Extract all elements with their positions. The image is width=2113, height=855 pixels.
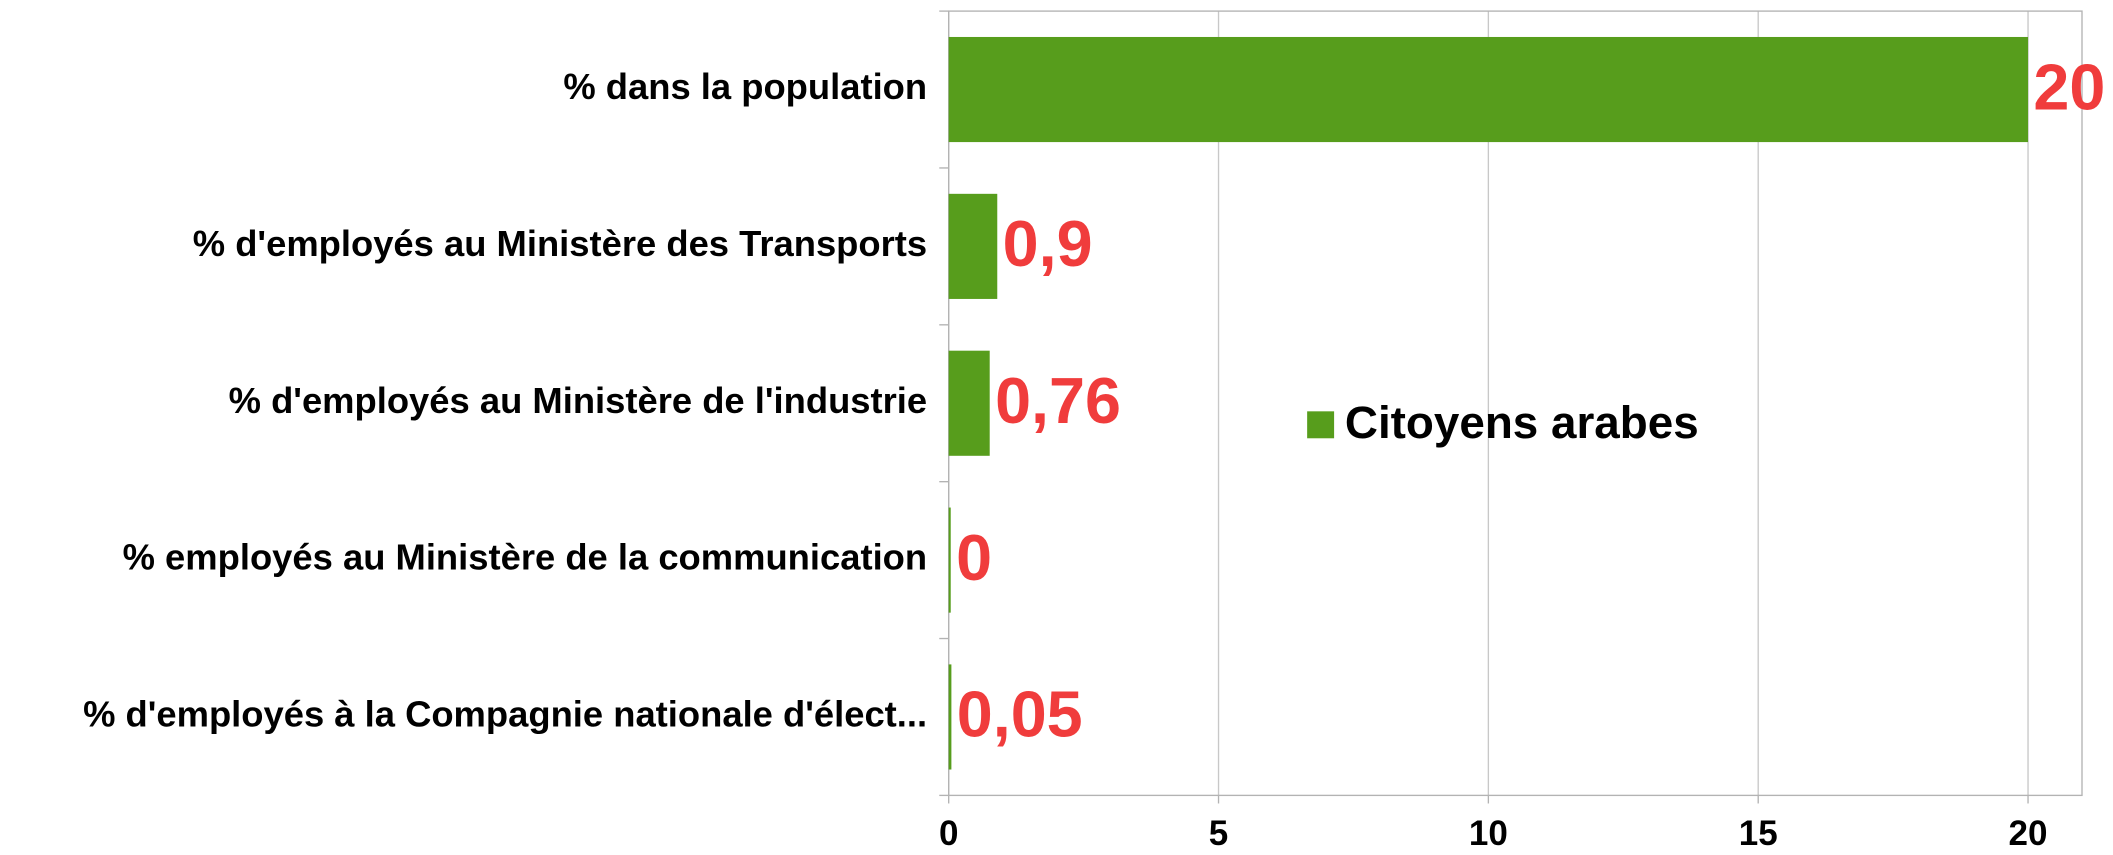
value-label: 0 bbox=[956, 521, 992, 594]
value-label: 0,9 bbox=[1003, 207, 1093, 280]
value-label: 20 bbox=[2033, 50, 2105, 123]
y-tick-label: % d'employés au Ministère des Transports bbox=[193, 223, 927, 264]
x-tick-label: 15 bbox=[1739, 814, 1778, 853]
y-tick-label: % employés au Ministère de la communicat… bbox=[123, 537, 928, 578]
x-tick-label: 20 bbox=[2009, 814, 2048, 853]
bar bbox=[948, 193, 998, 299]
x-tick-label: 10 bbox=[1469, 814, 1508, 853]
bar bbox=[948, 664, 952, 770]
bar bbox=[948, 350, 990, 456]
value-label: 0,76 bbox=[995, 364, 1121, 437]
legend-label: Citoyens arabes bbox=[1345, 397, 1699, 448]
x-tick-label: 5 bbox=[1209, 814, 1228, 853]
bar bbox=[948, 507, 951, 613]
x-tick-label: 0 bbox=[939, 814, 958, 853]
y-tick-label: % d'employés au Ministère de l'industrie bbox=[229, 380, 927, 421]
legend-swatch bbox=[1307, 411, 1335, 439]
bar bbox=[948, 36, 2029, 143]
value-label: 0,05 bbox=[957, 678, 1083, 751]
y-tick-label: % d'employés à la Compagnie nationale d'… bbox=[83, 694, 927, 735]
y-tick-label: % dans la population bbox=[563, 66, 927, 107]
